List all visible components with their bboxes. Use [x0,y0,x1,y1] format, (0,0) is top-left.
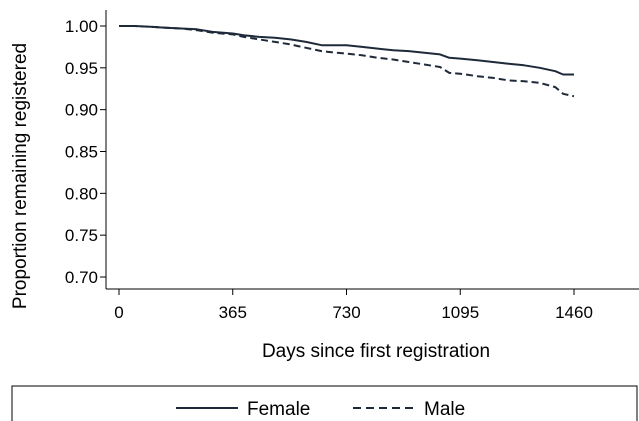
y-tick-label: 0.80 [65,184,98,203]
y-axis-ticks: 0.70 0.75 0.80 0.85 0.90 0.95 1.00 [65,17,106,287]
series-lines [119,25,575,98]
y-tick-label: 0.75 [65,226,98,245]
legend: Female Male [11,385,638,421]
y-axis-title: Proportion remaining registered [10,43,31,309]
legend-label-female: Female [247,399,310,420]
x-axis-ticks: 0 365 730 1095 1460 [114,289,593,322]
x-tick-label: 730 [332,303,360,322]
y-tick-label: 1.00 [65,17,98,36]
y-tick-label: 0.70 [65,268,98,287]
y-tick-label: 0.85 [65,143,98,162]
x-tick-label: 1095 [441,303,479,322]
legend-label-male: Male [424,399,465,420]
x-tick-label: 0 [114,303,123,322]
y-tick-label: 0.95 [65,59,98,78]
x-axis-title: Days since first registration [262,341,490,362]
x-tick-label: 1460 [555,303,593,322]
legend-box [11,385,638,421]
plot-area [106,10,639,289]
series-line-male [119,25,575,98]
y-tick-label: 0.90 [65,101,98,120]
x-tick-label: 365 [219,303,247,322]
